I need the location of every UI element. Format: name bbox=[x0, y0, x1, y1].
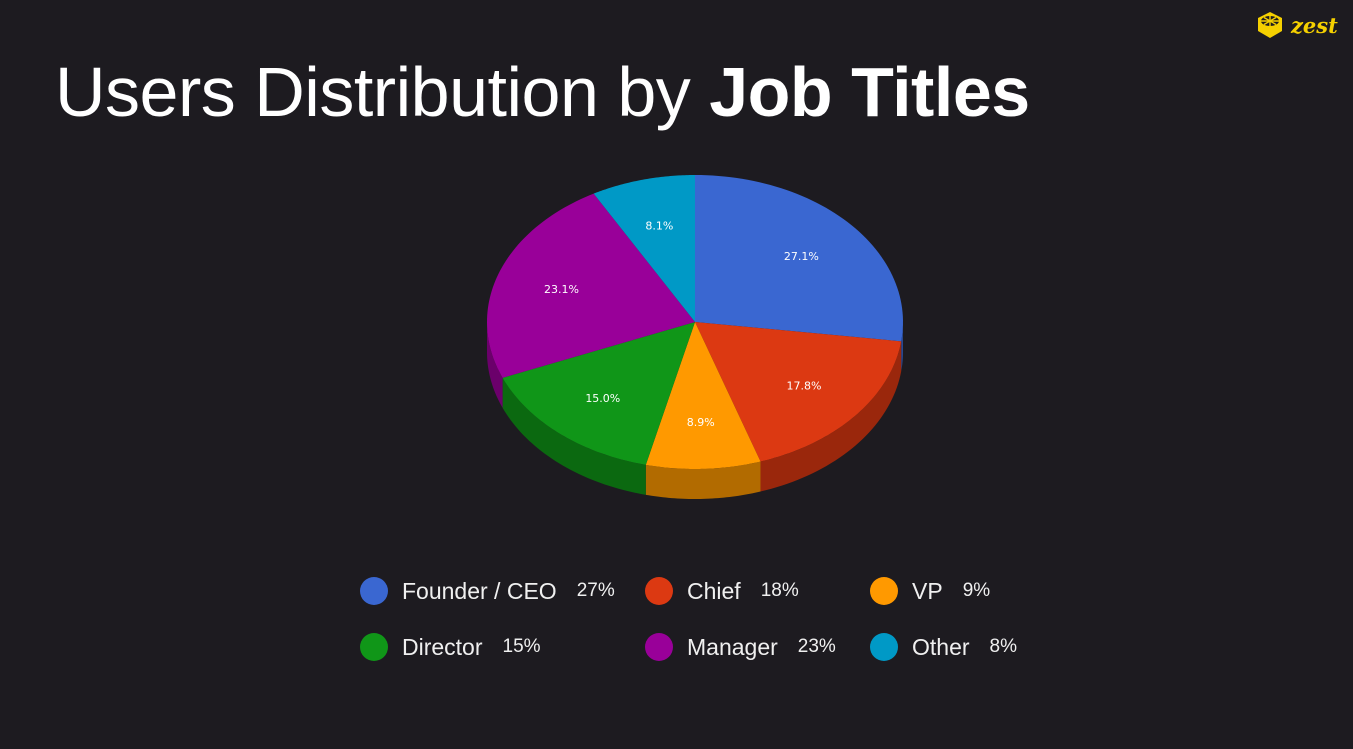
legend-percent: 15% bbox=[502, 636, 541, 657]
legend-item: Founder / CEO 27% bbox=[360, 576, 645, 606]
legend-percent: 8% bbox=[989, 636, 1017, 657]
legend: Founder / CEO 27% Chief 18% VP 9% Director 15% M… bbox=[360, 576, 1070, 662]
legend-swatch bbox=[360, 633, 388, 661]
legend-item: Other 8% bbox=[870, 632, 1070, 662]
title-bold: Job Titles bbox=[709, 53, 1030, 131]
legend-label: Director bbox=[402, 633, 483, 660]
pie-chart: 27.1% 17.8% 8.9% 15.0% 23.1% 8.1% bbox=[487, 175, 903, 499]
legend-label: Founder / CEO bbox=[402, 577, 557, 604]
legend-swatch bbox=[870, 577, 898, 605]
pie-data-label: 8.9% bbox=[687, 416, 715, 429]
legend-label: Manager bbox=[687, 633, 778, 660]
legend-label: Other bbox=[912, 633, 970, 660]
pie-slice[interactable] bbox=[593, 175, 695, 322]
pie-slice-side bbox=[645, 461, 761, 499]
legend-percent: 18% bbox=[760, 580, 799, 601]
zest-logo: zest bbox=[1255, 10, 1338, 40]
title-regular: Users Distribution by bbox=[55, 53, 691, 131]
legend-swatch bbox=[870, 633, 898, 661]
pie-slice[interactable] bbox=[695, 175, 903, 342]
page-title: Users Distribution by Job Titles bbox=[55, 52, 1030, 132]
pie-slice[interactable] bbox=[487, 193, 695, 378]
cube-logo-icon bbox=[1258, 12, 1282, 38]
legend-percent: 27% bbox=[576, 580, 615, 601]
pie-slice-side bbox=[502, 377, 646, 495]
pie-data-label: 27.1% bbox=[784, 250, 819, 263]
pie-slice-side bbox=[760, 341, 902, 492]
legend-label: VP bbox=[912, 577, 943, 604]
legend-swatch bbox=[645, 633, 673, 661]
legend-swatch bbox=[645, 577, 673, 605]
pie-slice-side bbox=[487, 322, 503, 408]
pie-slice[interactable] bbox=[695, 322, 902, 462]
legend-item: VP 9% bbox=[870, 576, 1070, 606]
pie-slice[interactable] bbox=[502, 322, 695, 465]
legend-label: Chief bbox=[687, 577, 741, 604]
legend-item: Chief 18% bbox=[645, 576, 870, 606]
legend-item: Director 15% bbox=[360, 632, 645, 662]
legend-percent: 23% bbox=[797, 636, 836, 657]
legend-item: Manager 23% bbox=[645, 632, 870, 662]
legend-percent: 9% bbox=[962, 580, 991, 601]
pie-data-label: 15.0% bbox=[585, 392, 620, 405]
pie-data-label: 8.1% bbox=[645, 219, 673, 232]
pie-data-label: 17.8% bbox=[787, 380, 822, 393]
pie-slice-side bbox=[901, 322, 903, 372]
pie-slice[interactable] bbox=[645, 322, 761, 469]
pie-data-label: 23.1% bbox=[544, 283, 579, 296]
legend-swatch bbox=[360, 577, 388, 605]
logo-text: zest bbox=[1291, 12, 1338, 38]
